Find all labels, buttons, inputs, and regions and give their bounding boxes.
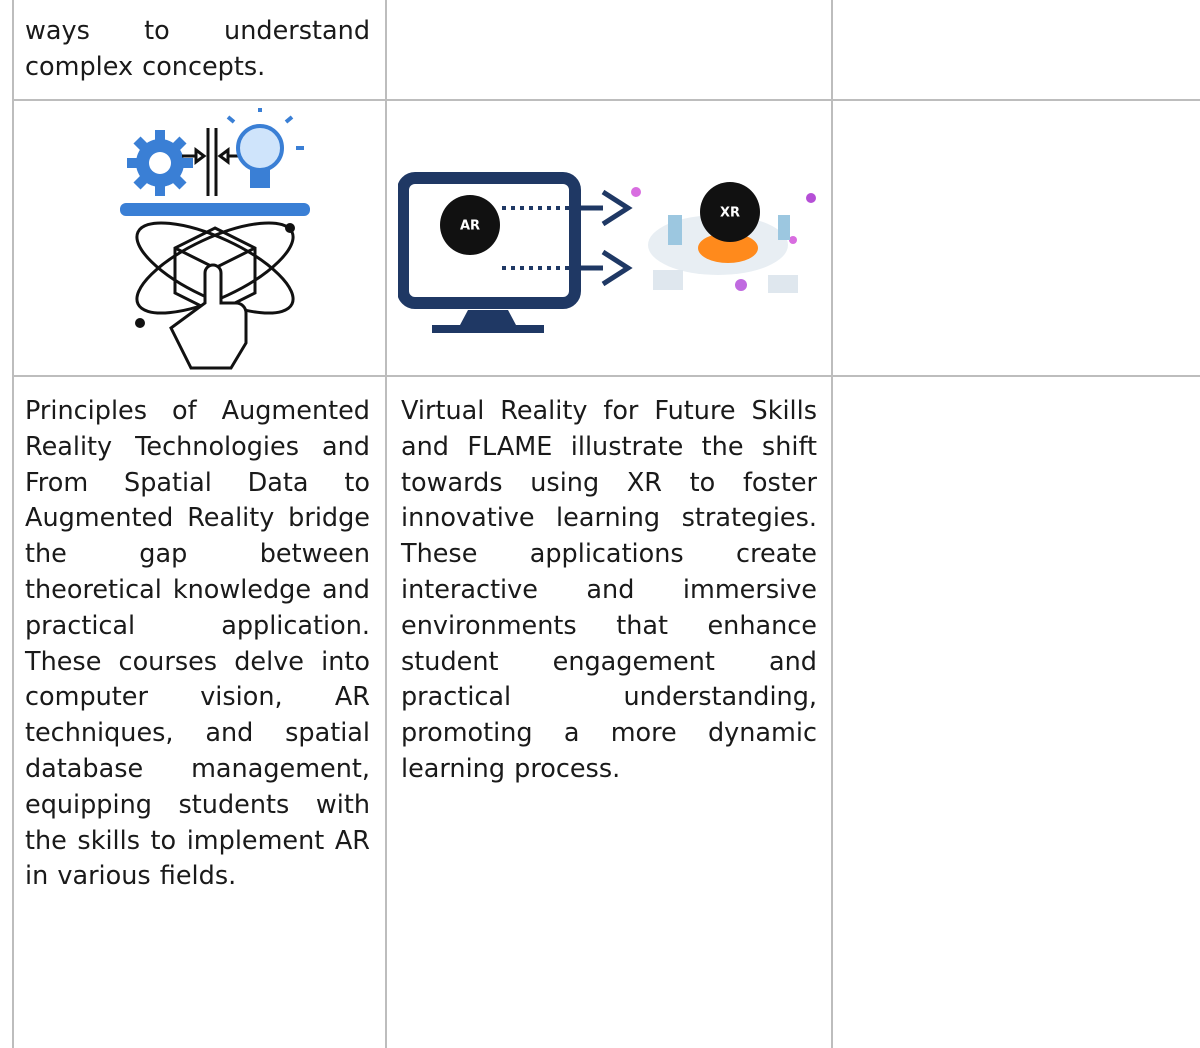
table-cell: Virtual Reality for Future Skills and FL… (385, 375, 832, 1048)
cell-text: Principles of Augmented Reality Technolo… (25, 396, 370, 892)
table-cell (831, 375, 1200, 1048)
table-cell: Principles of Augmented Reality Technolo… (12, 375, 386, 1048)
table-cell (831, 99, 1200, 377)
cell-text: Virtual Reality for Future Skills and FL… (401, 396, 817, 784)
table-cell (385, 0, 832, 101)
bulb (226, 108, 304, 188)
ar-to-xr-icon: AR XR (398, 172, 816, 333)
cell-text: ways to understand complex concepts. (25, 16, 370, 82)
figure-label: XR (720, 206, 740, 221)
ar-principles-icon (120, 108, 310, 370)
table-cell (12, 99, 386, 377)
table-cell (831, 0, 1200, 101)
table-cell (385, 99, 832, 377)
figure-label: AR (460, 219, 480, 234)
gear (127, 130, 193, 196)
table-cell: ways to understand complex concepts. (12, 0, 386, 101)
atom-cube (135, 221, 295, 370)
